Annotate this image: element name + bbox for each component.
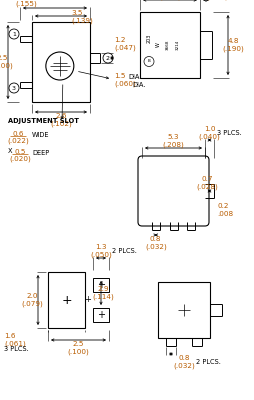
Bar — [158, 282, 210, 338]
Text: 3 PLCS.: 3 PLCS. — [217, 130, 242, 136]
Text: 1.2
(.047): 1.2 (.047) — [114, 37, 136, 51]
Bar — [140, 12, 200, 78]
Circle shape — [46, 52, 74, 80]
Text: 2.5
(.100): 2.5 (.100) — [68, 341, 89, 355]
Text: 203: 203 — [147, 34, 151, 43]
Text: 2.9
(.114): 2.9 (.114) — [92, 286, 114, 300]
Circle shape — [103, 53, 113, 63]
Text: (.022): (.022) — [7, 138, 29, 144]
Text: 4.8
(.190): 4.8 (.190) — [222, 38, 244, 52]
Bar — [32, 22, 90, 102]
Bar — [93, 308, 109, 322]
Circle shape — [9, 29, 19, 39]
Text: X: X — [8, 148, 12, 154]
Text: 2 PLCS.: 2 PLCS. — [112, 248, 137, 254]
Circle shape — [144, 56, 154, 66]
Text: WIDE: WIDE — [32, 132, 50, 138]
Bar — [93, 278, 109, 292]
Text: 0.2
.008: 0.2 .008 — [217, 203, 233, 216]
Text: DIA.: DIA. — [132, 82, 145, 88]
Text: 2 PLCS.: 2 PLCS. — [196, 359, 221, 365]
Text: 2.6
(.102): 2.6 (.102) — [50, 113, 72, 127]
Text: ADJUSTMENT SLOT: ADJUSTMENT SLOT — [8, 118, 79, 124]
Text: 1.0
(.040): 1.0 (.040) — [199, 126, 220, 140]
Text: 3.9
(.155): 3.9 (.155) — [15, 0, 37, 7]
Text: DIA.: DIA. — [128, 74, 141, 80]
Text: 1.5
(.060): 1.5 (.060) — [114, 73, 136, 87]
Text: 3.5
(.139): 3.5 (.139) — [71, 10, 93, 24]
Text: 3 PLCS.: 3 PLCS. — [4, 346, 29, 352]
Text: 5.3
(.208): 5.3 (.208) — [163, 134, 184, 148]
Text: 2: 2 — [106, 56, 110, 60]
Text: 1.3
(.050): 1.3 (.050) — [90, 244, 112, 258]
FancyBboxPatch shape — [138, 156, 209, 226]
Text: 0.7
(.028): 0.7 (.028) — [196, 176, 218, 190]
Text: +: + — [61, 294, 72, 306]
Text: 1: 1 — [12, 32, 16, 36]
Circle shape — [9, 83, 19, 93]
Text: 2.5
(.100): 2.5 (.100) — [0, 55, 13, 69]
Text: 0.5: 0.5 — [14, 149, 26, 155]
Bar — [48, 272, 85, 328]
Text: 2.0
(.079): 2.0 (.079) — [21, 293, 43, 307]
Text: +: + — [97, 280, 105, 290]
Text: 3668: 3668 — [166, 40, 170, 50]
Text: DEEP: DEEP — [32, 150, 49, 156]
Text: W: W — [155, 42, 161, 48]
Text: (.020): (.020) — [9, 156, 31, 162]
Text: B: B — [148, 60, 150, 64]
Text: 0.6: 0.6 — [12, 131, 24, 137]
Text: 3214: 3214 — [176, 40, 180, 50]
Text: 1.6
(.061): 1.6 (.061) — [4, 333, 26, 347]
Text: 0.8
(.032): 0.8 (.032) — [145, 236, 167, 250]
Text: 0.8
(.032): 0.8 (.032) — [173, 355, 195, 369]
Text: +: + — [85, 296, 91, 304]
Text: 3: 3 — [12, 86, 16, 90]
Text: +: + — [97, 310, 105, 320]
